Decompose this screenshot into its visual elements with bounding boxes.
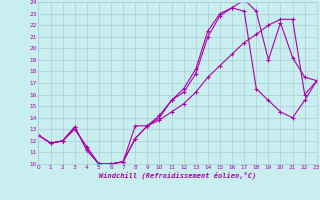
X-axis label: Windchill (Refroidissement éolien,°C): Windchill (Refroidissement éolien,°C) xyxy=(99,172,256,179)
